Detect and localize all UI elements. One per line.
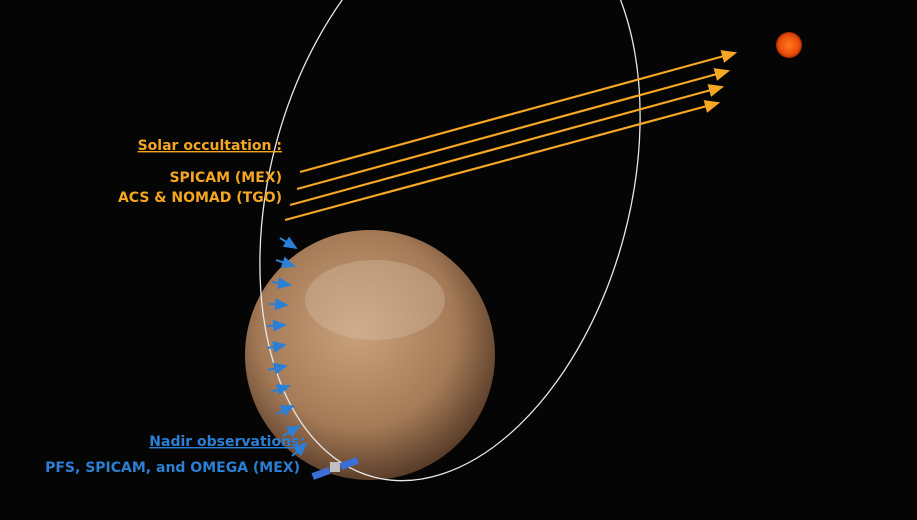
arrow <box>270 384 291 396</box>
ray <box>284 100 721 222</box>
occultation-title: Solar occultation : <box>138 138 282 154</box>
orbit <box>259 0 641 482</box>
sun <box>776 32 802 58</box>
occultation-instrument: SPICAM (MEX) <box>169 170 282 186</box>
arrow <box>275 256 296 268</box>
arrow <box>291 442 308 457</box>
ray <box>299 50 738 174</box>
mars-cloud <box>305 260 445 340</box>
occultation-instrument: ACS & NOMAD (TGO) <box>118 190 282 206</box>
nadir-title: Nadir observations: <box>149 434 305 450</box>
arrow <box>268 298 289 311</box>
solar-panel <box>311 467 331 480</box>
arrow <box>279 236 298 250</box>
arrow <box>275 405 295 417</box>
ray <box>289 84 725 207</box>
solar-panel <box>339 457 359 470</box>
nadir-arrows <box>266 236 308 457</box>
satellite <box>311 457 359 480</box>
mars <box>245 230 495 480</box>
arrow <box>271 277 292 289</box>
arrow <box>266 341 287 353</box>
arrow <box>282 424 301 438</box>
occultation-rays <box>284 50 738 222</box>
nadir-instruments: PFS, SPICAM, and OMEGA (MEX) <box>45 460 300 476</box>
arrow <box>267 362 288 375</box>
ray <box>296 68 731 191</box>
arrow <box>266 319 287 332</box>
satellite-body <box>330 462 340 472</box>
